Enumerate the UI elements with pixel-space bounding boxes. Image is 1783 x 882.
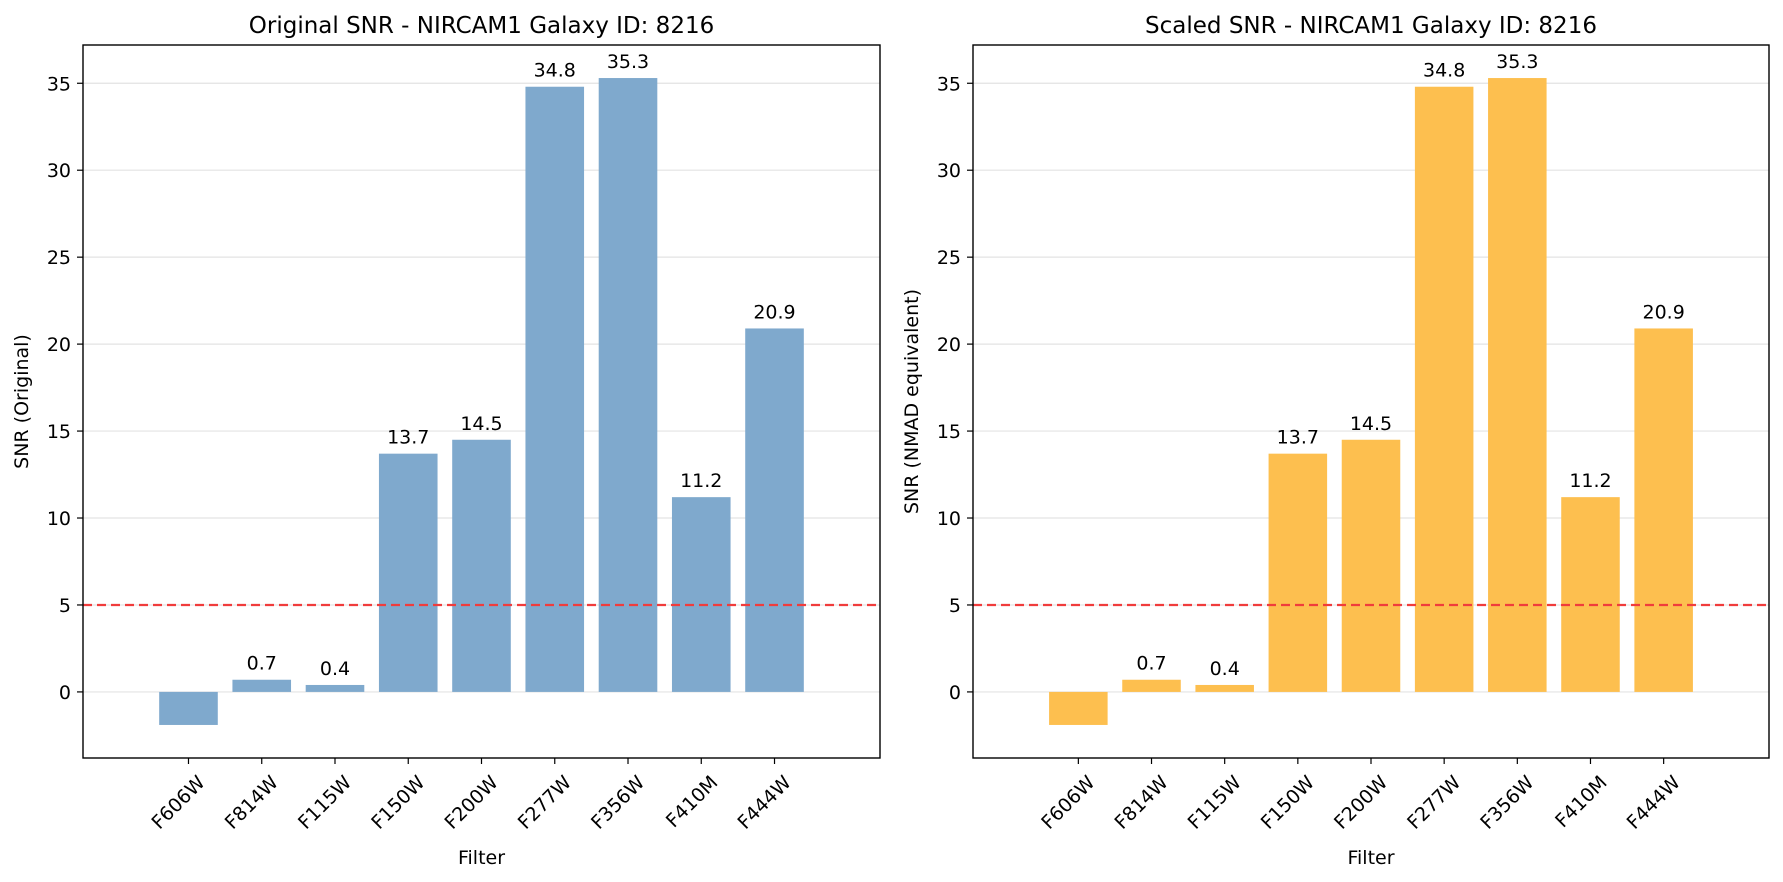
bar-value-label: 0.4 xyxy=(320,658,350,680)
bar-f356w xyxy=(598,78,658,692)
x-axis-label: Filter xyxy=(1347,847,1394,869)
y-tick-label: 35 xyxy=(937,73,961,95)
bar-value-label: 13.7 xyxy=(387,427,429,449)
y-tick-label: 15 xyxy=(937,421,961,443)
bar-value-label: 34.8 xyxy=(534,60,576,82)
bar-f115w xyxy=(305,684,365,692)
y-tick-label: 0 xyxy=(949,682,961,704)
x-tick-label-f444w: F444W xyxy=(1623,771,1685,833)
x-tick-label-f410m: F410M xyxy=(1551,772,1612,833)
bar-f814w xyxy=(232,679,292,692)
x-axis-label: Filter xyxy=(458,847,505,869)
bar-value-label: 13.7 xyxy=(1277,427,1319,449)
bar-value-label: 20.9 xyxy=(753,301,795,323)
bar-f606w xyxy=(159,691,218,725)
y-tick-label: 35 xyxy=(47,73,71,95)
bar-value-label: 14.5 xyxy=(1350,413,1392,435)
bar-f277w xyxy=(1414,86,1474,692)
x-tick-label-f356w: F356W xyxy=(587,771,649,833)
bar-value-label: 11.2 xyxy=(680,470,722,492)
x-tick-label-f814w: F814W xyxy=(1110,771,1172,833)
bar-f606w xyxy=(1049,691,1108,725)
bar-f200w xyxy=(1341,439,1401,692)
bar-value-label: 35.3 xyxy=(607,51,649,73)
bar-f150w xyxy=(378,453,438,692)
bar-f277w xyxy=(525,86,585,692)
y-tick-label: 15 xyxy=(47,421,71,443)
bar-f200w xyxy=(452,439,511,692)
y-tick-label: 10 xyxy=(47,508,71,530)
bar-value-label: 0.7 xyxy=(247,653,277,675)
x-tick-label-f606w: F606W xyxy=(1037,771,1099,833)
y-tick-label: 20 xyxy=(937,334,961,356)
chart-panel-1: 0.7 0.4 13.7 14.5 34.8 35.3 11.2 20.9 0 5 10 15 20 25… xyxy=(11,13,881,869)
y-tick-label: 25 xyxy=(937,247,961,269)
chart-title: Original SNR - NIRCAM1 Galaxy ID: 8216 xyxy=(249,13,714,39)
bar-f444w xyxy=(1634,328,1693,692)
x-tick-label-f356w: F356W xyxy=(1476,771,1538,833)
bar-value-label: 0.4 xyxy=(1210,658,1240,680)
x-tick-label-f200w: F200W xyxy=(1330,771,1392,833)
x-tick-label-f814w: F814W xyxy=(221,771,283,833)
bar-f150w xyxy=(1268,453,1328,692)
bar-f410m xyxy=(1561,497,1620,692)
x-tick-label-f200w: F200W xyxy=(440,771,502,833)
y-tick-label: 5 xyxy=(949,595,961,617)
bar-f410m xyxy=(671,497,731,692)
bar-value-label: 34.8 xyxy=(1423,60,1465,82)
y-tick-label: 30 xyxy=(937,160,961,182)
x-tick-label-f150w: F150W xyxy=(1257,771,1319,833)
bar-f356w xyxy=(1488,78,1547,692)
y-axis-label: SNR (Original) xyxy=(11,334,33,469)
y-tick-label: 30 xyxy=(47,160,71,182)
x-tick-label-f150w: F150W xyxy=(367,771,429,833)
x-tick-label-f277w: F277W xyxy=(1403,771,1465,833)
chart-title: Scaled SNR - NIRCAM1 Galaxy ID: 8216 xyxy=(1145,13,1597,39)
y-tick-label: 10 xyxy=(937,508,961,530)
bar-f115w xyxy=(1195,684,1254,692)
bar-value-label: 11.2 xyxy=(1569,470,1611,492)
x-tick-label-f410m: F410M xyxy=(662,772,723,833)
x-tick-label-f115w: F115W xyxy=(1184,771,1246,833)
y-tick-label: 20 xyxy=(47,334,71,356)
bar-value-label: 14.5 xyxy=(460,413,502,435)
bar-value-label: 35.3 xyxy=(1496,51,1538,73)
y-tick-label: 0 xyxy=(59,682,71,704)
y-tick-label: 5 xyxy=(59,595,71,617)
y-axis-label: SNR (NMAD equivalent) xyxy=(901,289,923,514)
bar-value-label: 0.7 xyxy=(1136,653,1166,675)
x-tick-label-f115w: F115W xyxy=(294,771,356,833)
chart-panel-2: 0.7 0.4 13.7 14.5 34.8 35.3 11.2 20.9 0 5 10 15 20 25… xyxy=(901,13,1770,869)
bar-f814w xyxy=(1122,679,1181,692)
bar-f444w xyxy=(745,328,804,692)
x-tick-label-f444w: F444W xyxy=(733,771,795,833)
x-tick-label-f606w: F606W xyxy=(147,771,209,833)
x-tick-label-f277w: F277W xyxy=(514,771,576,833)
bar-value-label: 20.9 xyxy=(1642,301,1684,323)
y-tick-label: 25 xyxy=(47,247,71,269)
